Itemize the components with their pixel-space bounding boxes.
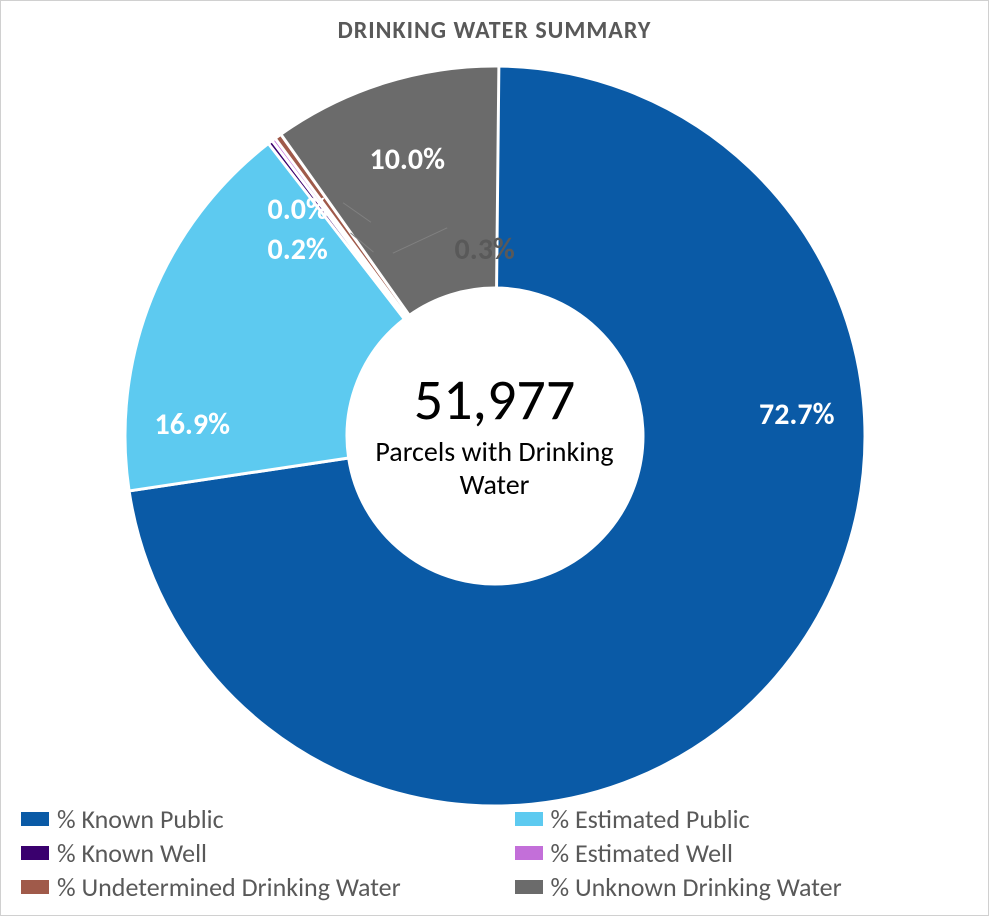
center-number: 51,977 <box>365 370 625 431</box>
slice-label-undetermined: 0.3% <box>455 231 515 268</box>
legend-label: % Estimated Public <box>551 803 750 835</box>
legend-item: % Estimated Well <box>515 837 969 869</box>
donut-center: 51,977 Parcels with Drinking Water <box>365 370 625 502</box>
legend-label: % Known Public <box>57 803 224 835</box>
legend: % Known Public % Estimated Public % Know… <box>21 803 968 903</box>
legend-swatch <box>21 812 49 826</box>
legend-swatch <box>21 846 49 860</box>
legend-item: % Known Public <box>21 803 475 835</box>
legend-label: % Estimated Well <box>551 837 733 869</box>
donut-wrap: 51,977 Parcels with Drinking Water 72.7%… <box>125 66 865 806</box>
slice-label-estimated-public: 16.9% <box>155 406 231 443</box>
slice-label-unknown: 10.0% <box>370 141 446 178</box>
legend-swatch <box>515 846 543 860</box>
legend-label: % Undetermined Drinking Water <box>57 871 401 903</box>
slice-label-known-public: 72.7% <box>759 396 835 433</box>
chart-title: DRINKING WATER SUMMARY <box>1 16 988 45</box>
legend-item: % Estimated Public <box>515 803 969 835</box>
slice-label-estimated-well: 0.0% <box>268 191 328 228</box>
slice-label-known-well: 0.2% <box>268 231 328 268</box>
center-label: Parcels with Drinking Water <box>365 435 625 502</box>
drinking-water-donut-chart: DRINKING WATER SUMMARY 51,977 Parcels wi… <box>1 1 988 915</box>
legend-swatch <box>515 880 543 894</box>
legend-label: % Unknown Drinking Water <box>551 871 842 903</box>
legend-item: % Unknown Drinking Water <box>515 871 969 903</box>
legend-label: % Known Well <box>57 837 207 869</box>
legend-item: % Undetermined Drinking Water <box>21 871 475 903</box>
legend-swatch <box>515 812 543 826</box>
legend-swatch <box>21 880 49 894</box>
legend-item: % Known Well <box>21 837 475 869</box>
